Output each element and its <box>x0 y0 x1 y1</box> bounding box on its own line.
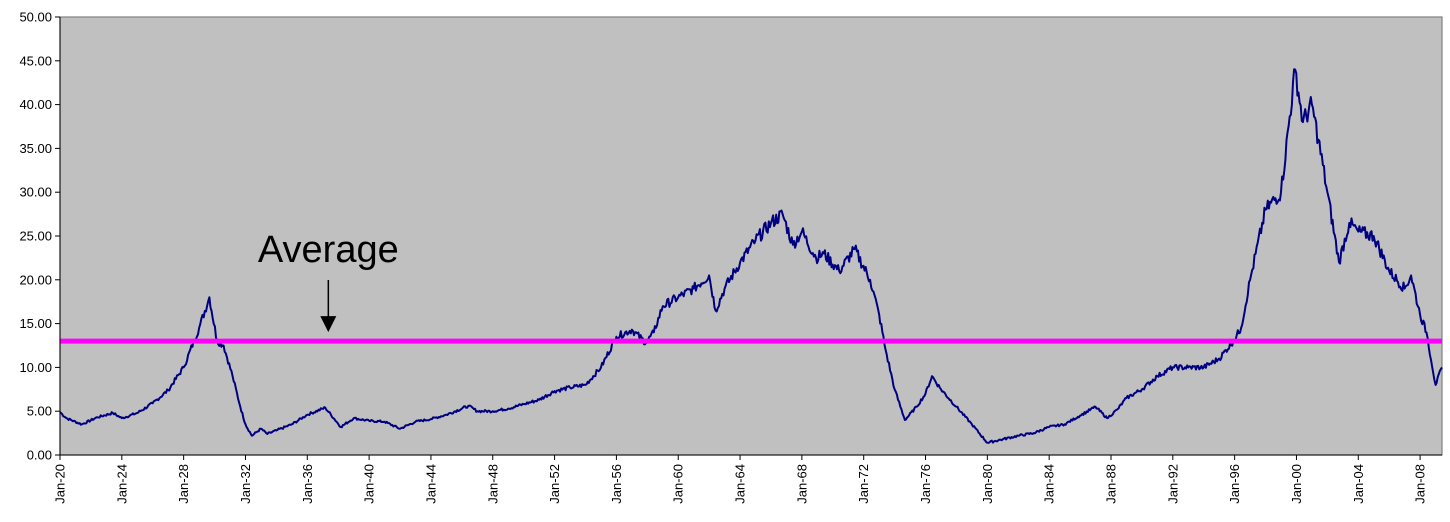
x-tick-label: Jan-04 <box>1351 464 1366 504</box>
y-tick-label: 20.00 <box>19 272 52 287</box>
x-tick-label: Jan-96 <box>1227 464 1242 504</box>
y-tick-label: 0.00 <box>27 448 52 463</box>
x-tick-label: Jan-76 <box>918 464 933 504</box>
x-tick-label: Jan-40 <box>362 464 377 504</box>
series-line <box>59 68 1443 444</box>
y-tick-label: 40.00 <box>19 97 52 112</box>
x-tick-label: Jan-20 <box>53 464 68 504</box>
x-tick-label: Jan-60 <box>671 464 686 504</box>
x-tick-label: Jan-56 <box>609 464 624 504</box>
y-tick-label: 25.00 <box>19 229 52 244</box>
x-tick-label: Jan-80 <box>980 464 995 504</box>
x-tick-label: Jan-44 <box>423 464 438 504</box>
x-tick-label: Jan-72 <box>856 464 871 504</box>
x-axis: Jan-20 Jan-24 Jan-28 Jan-32 Jan-36 Jan-40 Jan-… <box>53 454 1442 504</box>
x-tick-label: Jan-88 <box>1104 464 1119 504</box>
x-tick-label: Jan-52 <box>547 464 562 504</box>
x-tick-label: Jan-00 <box>1289 464 1304 504</box>
y-axis: 0.00 5.00 10.00 15.00 20.00 25.00 30.00 35.00 40… <box>19 10 61 463</box>
y-tick-label: 45.00 <box>19 53 52 68</box>
y-tick-label: 50.00 <box>19 10 52 25</box>
annotation-arrow-head <box>320 316 337 333</box>
x-tick-label: Jan-36 <box>300 464 315 504</box>
y-tick-label: 10.00 <box>19 360 52 375</box>
x-tick-label: Jan-68 <box>794 464 809 504</box>
plot-area <box>59 16 1443 456</box>
x-tick-label: Jan-08 <box>1413 464 1428 504</box>
y-tick-label: 15.00 <box>19 316 52 331</box>
x-tick-label: Jan-92 <box>1165 464 1180 504</box>
x-tick-label: Jan-64 <box>733 464 748 504</box>
plot-background <box>59 16 1443 456</box>
y-tick-label: 35.00 <box>19 141 52 156</box>
x-tick-label: Jan-84 <box>1042 464 1057 504</box>
average-annotation-label: Average <box>258 229 399 271</box>
x-tick-label: Jan-28 <box>176 464 191 504</box>
x-tick-label: Jan-24 <box>114 464 129 504</box>
annotation-layer: Average <box>258 229 399 333</box>
x-tick-label: Jan-32 <box>238 464 253 504</box>
x-tick-label: Jan-48 <box>485 464 500 504</box>
y-tick-label: 5.00 <box>27 404 52 419</box>
y-tick-label: 30.00 <box>19 185 52 200</box>
